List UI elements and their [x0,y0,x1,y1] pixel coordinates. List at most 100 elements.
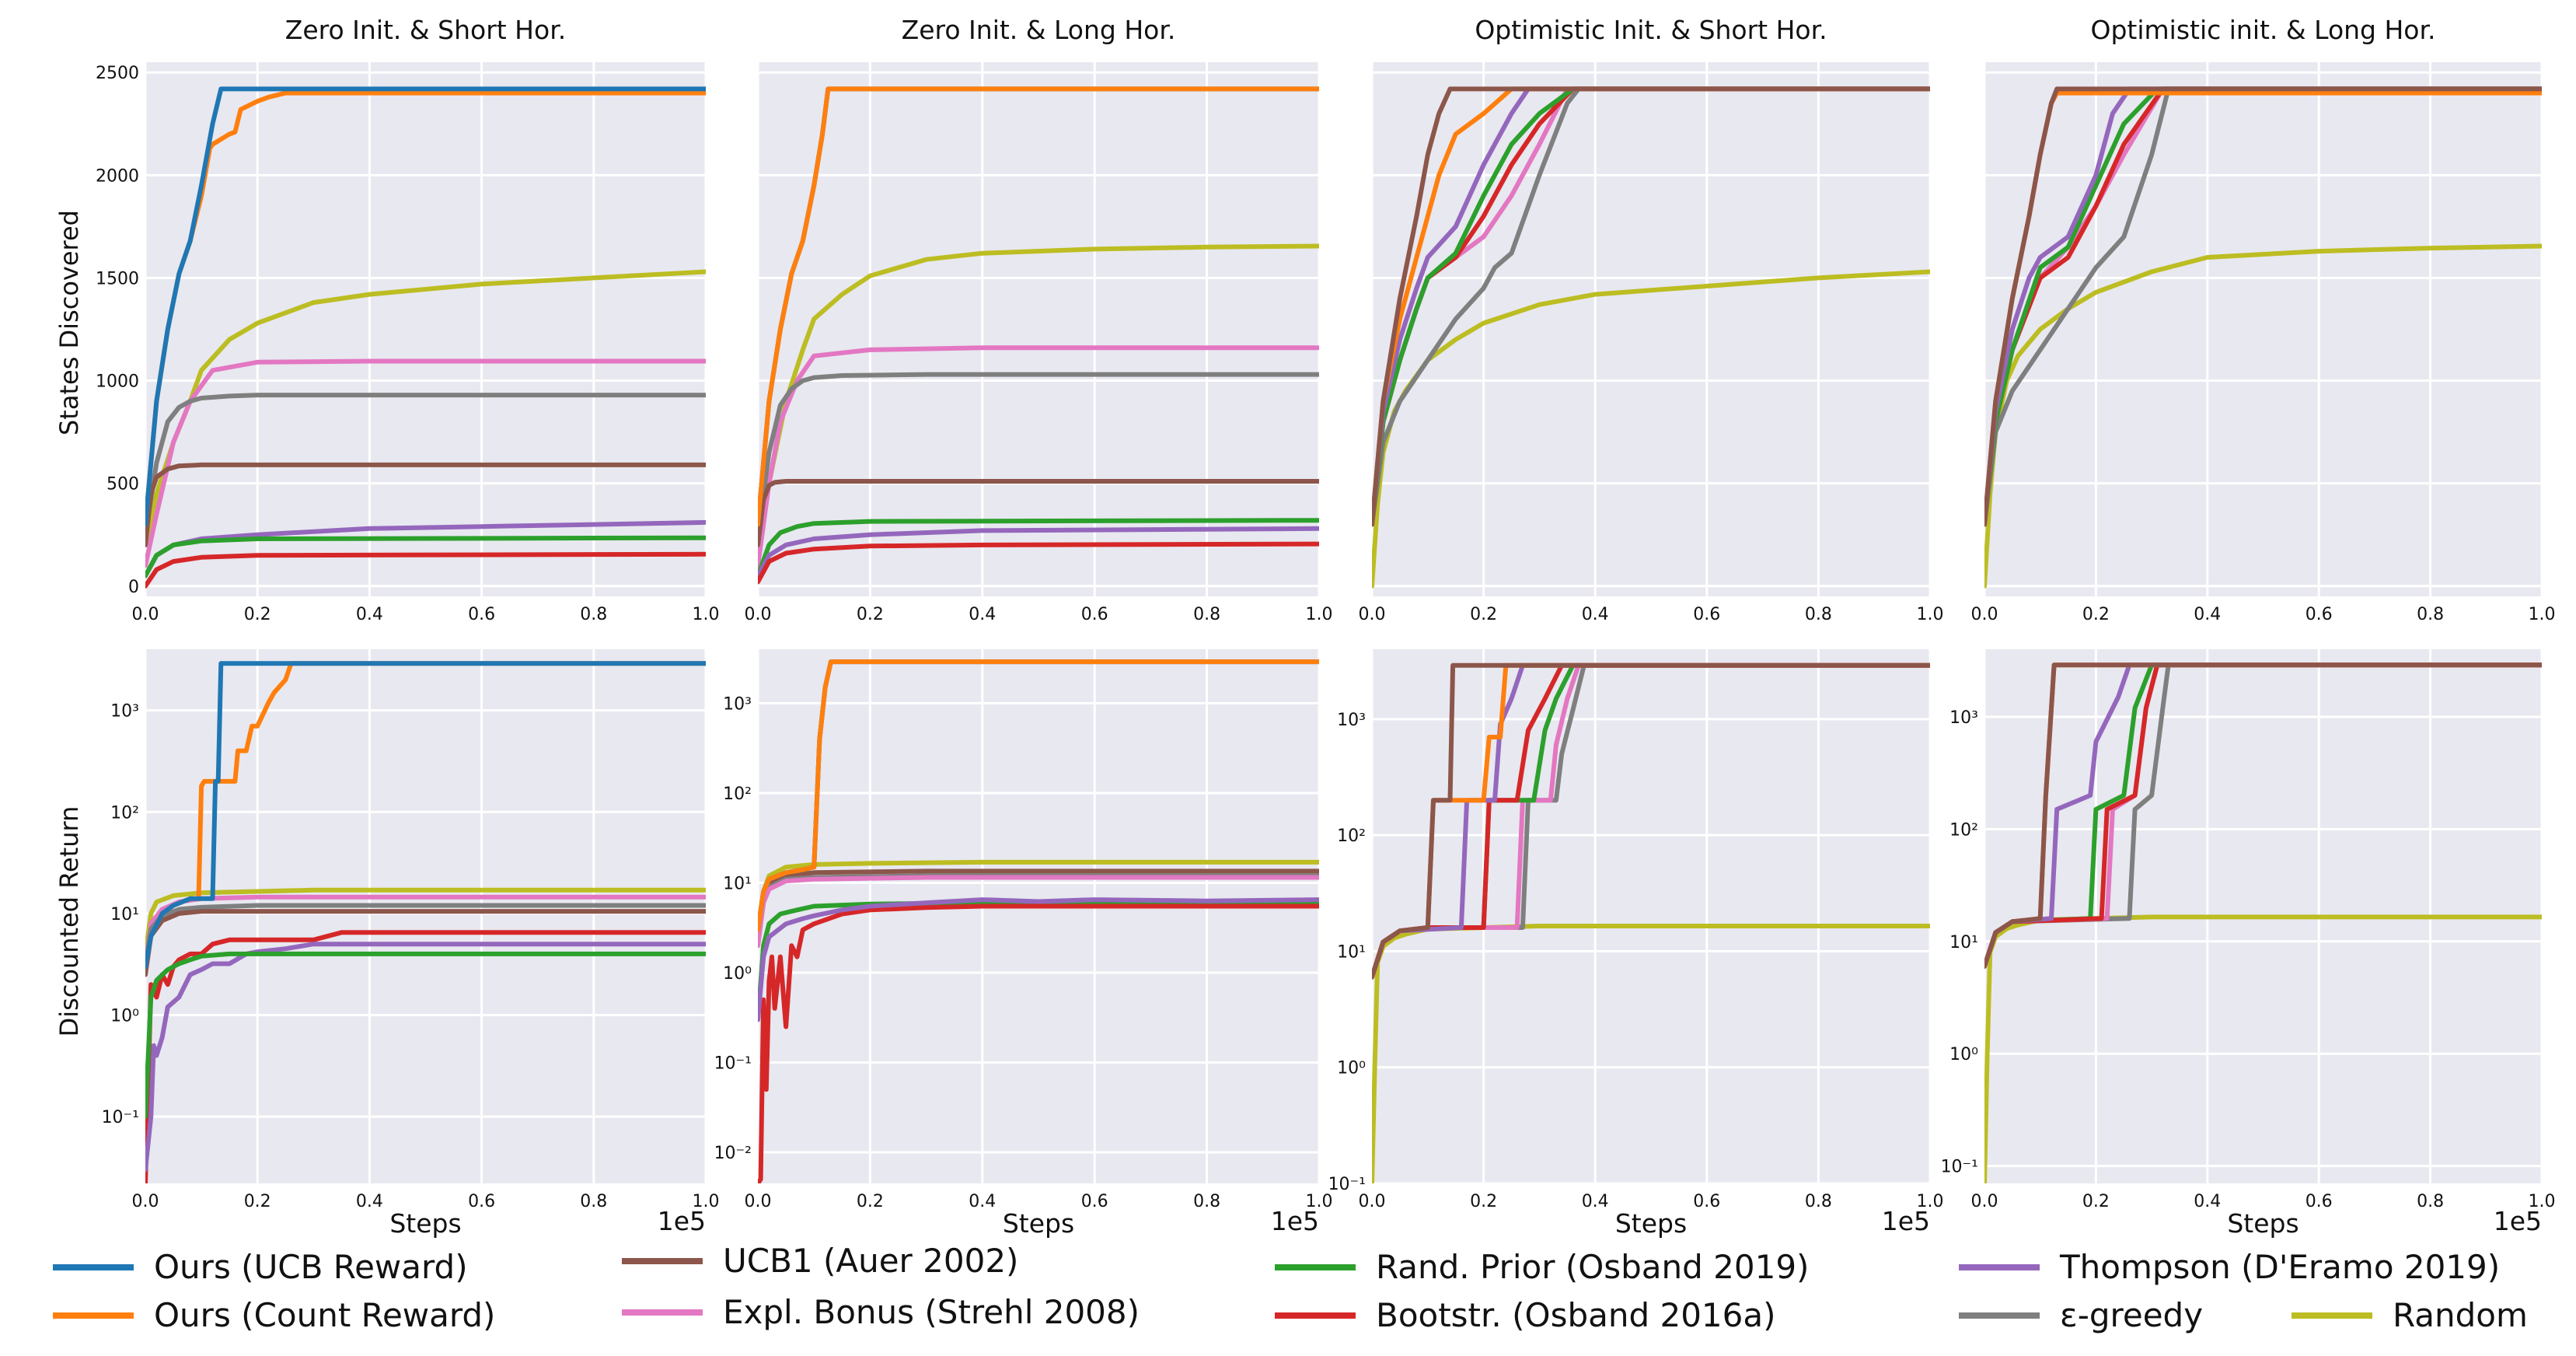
x-tick-label: 0.0 [1971,1192,1998,1211]
x-tick-label: 0.0 [745,605,772,624]
x-tick-label: 0.2 [1470,1192,1497,1211]
series-line-prior [758,518,1319,578]
subplot-3: 0.0 0.2 0.4 0.6 0.8 1.0 Optimistic Init. & Sho… [1359,15,1944,624]
series-group [758,659,1319,1183]
series-line-expl [145,358,706,568]
x-tick-label: 0.2 [244,605,271,624]
series-line-boot [145,551,706,589]
series-line-ucb1 [1984,86,2542,527]
subplot-title: Optimistic Init. & Short Hor. [1475,15,1827,45]
y-tick-label: 10¹ [110,905,139,924]
legend-item-egreedy: ε-greedy [1959,1296,2203,1334]
y-tick-label: 10² [723,785,752,804]
plot-background [1372,649,1930,1183]
series-line-ucb1 [1984,662,2542,969]
y-tick-label: 2000 [96,166,139,186]
x-tick-label: 1.0 [2529,605,2556,624]
legend-label: Ours (Count Reward) [154,1296,495,1334]
subplot-grid: 0.0 0.2 0.4 0.6 0.8 1.0 0 500 1000 1500 2000 2500 Ze… [96,15,2556,1239]
x-axis-label: Steps [1615,1208,1687,1239]
series-line-egreedy [758,372,1319,537]
legend-item-count: Ours (Count Reward) [53,1296,495,1334]
x-tick-label: 1.0 [693,605,720,624]
legend-item-ucb: Ours (UCB Reward) [53,1248,468,1286]
x-multiplier-label: 1e5 [658,1206,706,1236]
x-tick-label: 0.6 [2305,605,2333,624]
series-line-thompson [758,526,1319,578]
y-tick-label: 10⁻¹ [714,1054,752,1073]
x-tick-label: 0.4 [1582,605,1609,624]
x-tick-label: 0.6 [468,1192,495,1211]
subplot-7: 0.0 0.2 0.4 0.6 0.8 1.0 10⁻¹ 10⁰ 10¹ 10² 10³ Steps 1… [1328,649,1944,1239]
legend-label: Random [2393,1296,2528,1334]
x-tick-label: 0.4 [1582,1192,1609,1211]
series-line-thompson [145,942,706,1173]
row-label-return: Discounted Return [54,806,84,1037]
y-tick-label: 10¹ [723,874,752,893]
y-tick-label: 1000 [96,372,139,392]
x-tick-label: 0.8 [1805,1192,1832,1211]
x-tick-label: 0.6 [1693,1192,1720,1211]
legend-label: UCB1 (Auer 2002) [723,1242,1018,1280]
subplot-6: 0.0 0.2 0.4 0.6 0.8 1.0 10⁻² 10⁻¹ 10⁰ 10¹ 10² 10³ St… [714,649,1333,1239]
legend-label: Rand. Prior (Osband 2019) [1376,1248,1809,1286]
x-tick-label: 0.4 [356,605,383,624]
y-tick-label: 1500 [96,269,139,288]
series-line-ucb [145,661,706,970]
legend-label: Bootstr. (Osband 2016a) [1376,1296,1776,1334]
x-tick-label: 0.6 [2305,1192,2333,1211]
x-tick-label: 0.6 [1081,605,1108,624]
y-tick-label: 10⁻¹ [1328,1175,1366,1194]
x-multiplier-label: 1e5 [1882,1206,1930,1236]
y-tick-label: 10⁰ [1949,1045,1978,1064]
legend-item-thompson: Thompson (D'Eramo 2019) [1959,1248,2500,1286]
legend-item-expl: Expl. Bonus (Strehl 2008) [622,1293,1140,1331]
x-tick-label: 0.0 [1971,605,1998,624]
series-group [145,86,706,589]
series-line-expl [758,345,1319,568]
series-line-prior [1984,86,2542,527]
y-tick-label: 2500 [96,64,139,83]
x-axis-label: Steps [2227,1208,2299,1239]
series-line-ucb [145,86,706,527]
x-tick-label: 0.4 [2194,1192,2221,1211]
subplot-title: Zero Init. & Short Hor. [285,15,566,45]
x-tick-label: 0.6 [468,605,495,624]
series-line-prior [145,535,706,578]
plot-background [1372,62,1930,596]
legend-label: Ours (UCB Reward) [154,1248,468,1286]
legend: Ours (UCB Reward) Ours (Count Reward) UCB1… [53,1242,2528,1334]
legend-item-boot: Bootstr. (Osband 2016a) [1275,1296,1776,1334]
legend-item-prior: Rand. Prior (Osband 2019) [1275,1248,1809,1286]
y-tick-label: 10⁻¹ [1941,1158,1978,1177]
x-tick-label: 0.8 [2417,1192,2444,1211]
subplot-title: Optimistic init. & Long Hor. [2090,15,2435,45]
y-tick-label: 10¹ [1949,933,1978,952]
x-tick-label: 1.0 [1917,605,1944,624]
subplot-5: 0.0 0.2 0.4 0.6 0.8 1.0 10⁻¹ 10⁰ 10¹ 10² 10³ Steps 1… [102,649,720,1239]
series-line-egreedy [1984,86,2542,527]
series-line-thompson [1984,86,2542,527]
x-tick-label: 0.8 [1193,605,1220,624]
x-tick-label: 0.0 [1359,605,1386,624]
x-tick-label: 1.0 [1917,1192,1944,1211]
x-tick-label: 0.0 [132,605,159,624]
x-tick-label: 0.8 [580,1192,607,1211]
x-tick-label: 0.4 [969,605,996,624]
plot-background [145,649,706,1183]
series-group [1984,86,2542,589]
subplot-title: Zero Init. & Long Hor. [902,15,1176,45]
x-tick-label: 0.2 [2082,605,2110,624]
x-axis-label: Steps [389,1208,461,1239]
x-tick-label: 0.2 [244,1192,271,1211]
y-tick-label: 10³ [723,695,752,715]
x-tick-label: 0.4 [969,1192,996,1211]
series-line-thompson [758,897,1319,1022]
y-tick-label: 10² [110,803,139,823]
x-tick-label: 1.0 [693,1192,720,1211]
series-line-egreedy [145,393,706,537]
series-line-ucb1 [145,462,706,547]
subplot-4: 0.0 0.2 0.4 0.6 0.8 1.0 Optimistic init. & Lon… [1971,15,2556,624]
x-tick-label: 0.2 [857,1192,884,1211]
y-tick-label: 10⁰ [110,1006,139,1026]
